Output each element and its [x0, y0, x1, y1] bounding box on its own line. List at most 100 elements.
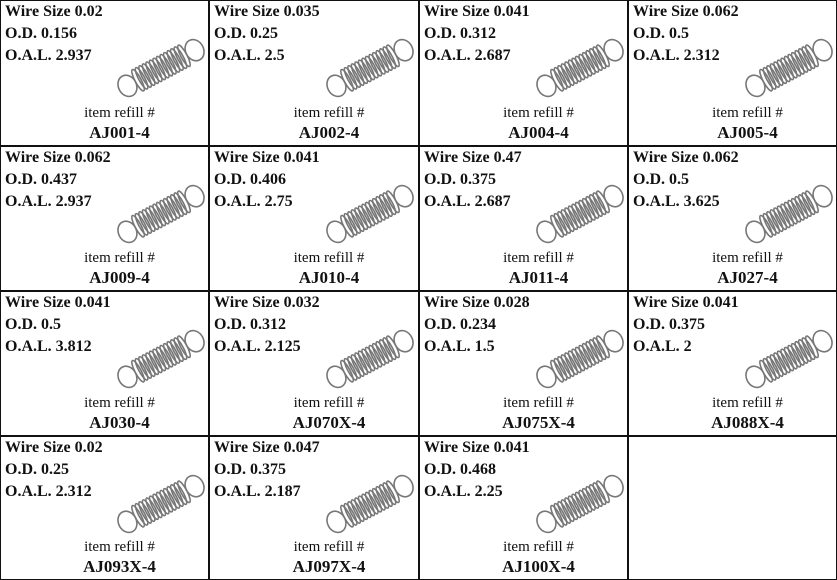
outer-diameter: O.D. 0.375 [424, 171, 496, 188]
spring-cell: Wire Size 0.47 O.D. 0.375 O.A.L. 2.687 item… [419, 146, 628, 291]
empty-cell [628, 436, 837, 580]
item-number: AJ002-4 [298, 123, 360, 142]
item-number: AJ030-4 [89, 413, 150, 432]
item-number: AJ097X-4 [292, 557, 366, 576]
spring-cell: Wire Size 0.028 O.D. 0.234 O.A.L. 1.5 item … [419, 291, 628, 436]
outer-diameter: O.D. 0.5 [633, 25, 689, 42]
refill-label: item refill # [503, 539, 574, 555]
outer-diameter: O.D. 0.25 [214, 25, 278, 42]
outer-diameter: O.D. 0.5 [633, 171, 689, 188]
outer-diameter: O.D. 0.312 [214, 316, 286, 333]
overall-length: O.A.L. 2.687 [424, 47, 511, 64]
wire-size: Wire Size 0.062 [633, 3, 739, 20]
wire-size: Wire Size 0.035 [214, 3, 320, 20]
refill-label: item refill # [293, 395, 365, 411]
overall-length: O.A.L. 2 [633, 338, 692, 355]
refill-label: item refill # [293, 105, 365, 121]
overall-length: O.A.L. 2.5 [214, 47, 285, 64]
refill-label: item refill # [503, 105, 574, 121]
outer-diameter: O.D. 0.406 [214, 171, 286, 188]
outer-diameter: O.D. 0.5 [5, 316, 61, 333]
outer-diameter: O.D. 0.156 [5, 25, 77, 42]
overall-length: O.A.L. 2.937 [5, 193, 92, 210]
spring-cell: Wire Size 0.032 O.D. 0.312 O.A.L. 2.125 ite… [209, 291, 419, 436]
wire-size: Wire Size 0.041 [633, 294, 739, 311]
item-number: AJ005-4 [717, 123, 778, 142]
overall-length: O.A.L. 2.75 [214, 193, 293, 210]
refill-label: item refill # [712, 395, 783, 411]
spring-icon [322, 471, 418, 537]
spring-cell: Wire Size 0.02 O.D. 0.25 O.A.L. 2.312 item … [0, 436, 209, 580]
spring-icon [113, 471, 209, 537]
outer-diameter: O.D. 0.375 [214, 461, 286, 478]
refill-label: item refill # [503, 250, 574, 266]
spring-icon [741, 181, 837, 247]
item-number: AJ093X-4 [83, 557, 156, 576]
spring-cell: Wire Size 0.041 O.D. 0.468 O.A.L. 2.25 item… [419, 436, 628, 580]
wire-size: Wire Size 0.041 [5, 294, 111, 311]
wire-size: Wire Size 0.062 [5, 149, 111, 166]
item-number: AJ010-4 [298, 268, 360, 287]
item-number: AJ011-4 [508, 268, 569, 287]
item-number: AJ009-4 [89, 268, 150, 287]
spring-cell: Wire Size 0.041 O.D. 0.406 O.A.L. 2.75 item… [209, 146, 419, 291]
overall-length: O.A.L. 3.625 [633, 193, 720, 210]
refill-label: item refill # [712, 105, 783, 121]
overall-length: O.A.L. 2.312 [5, 483, 92, 500]
wire-size: Wire Size 0.02 [5, 439, 103, 456]
wire-size: Wire Size 0.02 [5, 3, 103, 20]
item-number: AJ001-4 [89, 123, 150, 142]
wire-size: Wire Size 0.041 [424, 439, 530, 456]
overall-length: O.A.L. 3.812 [5, 338, 92, 355]
refill-label: item refill # [84, 395, 155, 411]
wire-size: Wire Size 0.47 [424, 149, 522, 166]
spring-cell: Wire Size 0.062 O.D. 0.437 O.A.L. 2.937 ite… [0, 146, 209, 291]
spring-icon [322, 35, 418, 101]
overall-length: O.A.L. 2.187 [214, 483, 301, 500]
outer-diameter: O.D. 0.25 [5, 461, 69, 478]
spring-icon [113, 181, 209, 247]
spring-icon [532, 35, 628, 101]
overall-length: O.A.L. 2.312 [633, 47, 720, 64]
item-number: AJ070X-4 [292, 413, 366, 432]
spring-icon [532, 326, 628, 392]
spring-cell: Wire Size 0.041 O.D. 0.375 O.A.L. 2 item re… [628, 291, 837, 436]
item-number: AJ075X-4 [502, 413, 575, 432]
refill-label: item refill # [503, 395, 574, 411]
outer-diameter: O.D. 0.312 [424, 25, 496, 42]
wire-size: Wire Size 0.047 [214, 439, 320, 456]
spring-cell: Wire Size 0.041 O.D. 0.5 O.A.L. 3.812 item … [0, 291, 209, 436]
item-number: AJ100X-4 [502, 557, 575, 576]
overall-length: O.A.L. 2.125 [214, 338, 301, 355]
spring-icon [322, 181, 418, 247]
outer-diameter: O.D. 0.375 [633, 316, 705, 333]
refill-label: item refill # [712, 250, 783, 266]
spring-cell: Wire Size 0.035 O.D. 0.25 O.A.L. 2.5 item r… [209, 0, 419, 146]
refill-label: item refill # [293, 539, 365, 555]
refill-label: item refill # [84, 539, 155, 555]
wire-size: Wire Size 0.062 [633, 149, 739, 166]
refill-label: item refill # [84, 250, 155, 266]
spring-icon [113, 326, 209, 392]
wire-size: Wire Size 0.032 [214, 294, 320, 311]
overall-length: O.A.L. 1.5 [424, 338, 495, 355]
item-number: AJ027-4 [717, 268, 778, 287]
spring-icon [741, 326, 837, 392]
spring-cell: Wire Size 0.062 O.D. 0.5 O.A.L. 2.312 item … [628, 0, 837, 146]
spring-icon [741, 35, 837, 101]
overall-length: O.A.L. 2.687 [424, 193, 511, 210]
refill-label: item refill # [84, 105, 155, 121]
overall-length: O.A.L. 2.937 [5, 47, 92, 64]
overall-length: O.A.L. 2.25 [424, 483, 503, 500]
item-number: AJ088X-4 [711, 413, 784, 432]
spring-cell: Wire Size 0.062 O.D. 0.5 O.A.L. 3.625 item … [628, 146, 837, 291]
refill-label: item refill # [293, 250, 365, 266]
item-number: AJ004-4 [508, 123, 569, 142]
spring-cell: Wire Size 0.02 O.D. 0.156 O.A.L. 2.937 item… [0, 0, 209, 146]
wire-size: Wire Size 0.028 [424, 294, 530, 311]
spring-icon [113, 35, 209, 101]
outer-diameter: O.D. 0.468 [424, 461, 496, 478]
outer-diameter: O.D. 0.234 [424, 316, 496, 333]
spring-cell: Wire Size 0.047 O.D. 0.375 O.A.L. 2.187 ite… [209, 436, 419, 580]
spring-icon [532, 471, 628, 537]
